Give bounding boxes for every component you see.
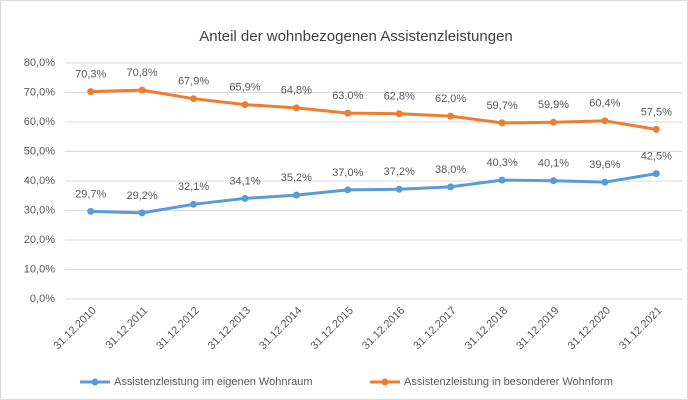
point [241, 194, 249, 202]
legend-label: Assistenzleistung in besonderer Wohnform [404, 376, 613, 388]
point [652, 170, 660, 178]
data-label: 59,9% [538, 99, 569, 111]
data-label: 70,8% [127, 67, 158, 79]
point [344, 109, 352, 117]
legend-marker [91, 378, 99, 386]
y-tick-label: 50,0% [24, 145, 55, 157]
data-label: 32,1% [178, 181, 209, 193]
series-line [90, 88, 657, 131]
point [601, 178, 609, 186]
data-label: 38,0% [435, 164, 466, 176]
data-label: 65,9% [229, 82, 260, 94]
y-tick-label: 60,0% [24, 116, 55, 128]
point [292, 191, 300, 199]
data-label: 70,3% [75, 69, 106, 81]
legend-marker [381, 378, 389, 386]
point [344, 186, 352, 194]
point [498, 119, 506, 127]
data-label: 42,5% [641, 151, 672, 163]
point [190, 95, 198, 103]
y-tick-label: 30,0% [24, 204, 55, 216]
point [190, 200, 198, 208]
data-label: 63,0% [332, 90, 363, 102]
y-tick-label: 10,0% [24, 263, 55, 275]
point [498, 176, 506, 184]
data-label: 35,2% [281, 172, 312, 184]
data-label: 59,7% [486, 100, 517, 112]
point [138, 86, 146, 94]
y-tick-label: 40,0% [24, 175, 55, 187]
point [241, 101, 249, 109]
point [601, 117, 609, 125]
data-label: 64,8% [281, 85, 312, 97]
point [395, 185, 403, 193]
chart-title: Anteil der wohnbezogenen Assistenzleistu… [199, 28, 513, 45]
data-label: 62,0% [435, 93, 466, 105]
legend-label: Assistenzleistung im eigenen Wohnraum [114, 376, 313, 388]
point [395, 110, 403, 118]
data-label: 67,9% [178, 76, 209, 88]
y-tick-label: 20,0% [24, 234, 55, 246]
point [652, 125, 660, 133]
data-label: 37,0% [332, 167, 363, 179]
point [292, 104, 300, 112]
data-label: 37,2% [384, 166, 415, 178]
point [447, 183, 455, 191]
data-label: 29,7% [75, 188, 106, 200]
y-tick-label: 0,0% [30, 293, 55, 305]
data-label: 40,1% [538, 158, 569, 170]
data-label: 40,3% [486, 157, 517, 169]
y-tick-label: 70,0% [24, 86, 55, 98]
data-label: 34,1% [229, 175, 260, 187]
point [549, 177, 557, 185]
y-tick-label: 80,0% [24, 57, 55, 69]
data-label: 62,8% [384, 91, 415, 103]
data-label: 29,2% [127, 190, 158, 202]
point [87, 88, 95, 96]
data-label: 60,4% [589, 98, 620, 110]
data-label: 57,5% [641, 106, 672, 118]
point [447, 112, 455, 120]
point [138, 209, 146, 217]
series-line [90, 172, 657, 215]
point [87, 207, 95, 215]
data-label: 39,6% [589, 159, 620, 171]
point [549, 118, 557, 126]
